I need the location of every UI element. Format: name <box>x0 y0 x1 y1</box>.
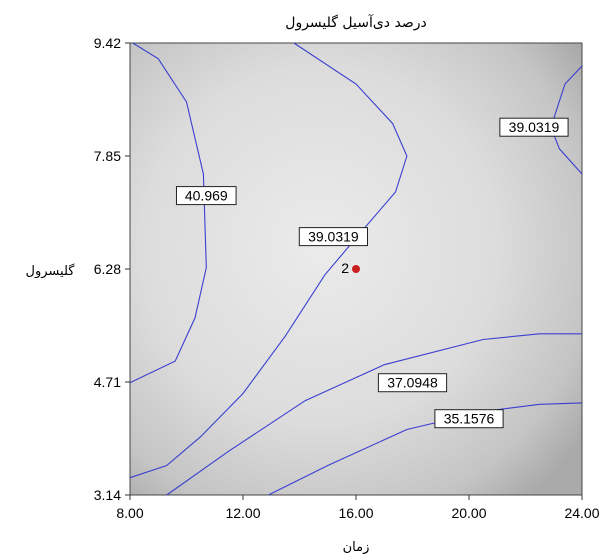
x-tick-label-2: 12.00 <box>225 505 260 521</box>
chart-title: درصد دی‌آسیل گلیسرول <box>285 14 426 31</box>
y-axis-label: گلیسرول <box>26 263 76 279</box>
y-tick-label-3: 6.28 <box>94 261 121 277</box>
contour-label-5: 35.1576 <box>444 411 495 427</box>
design-point-group: 2 <box>341 260 360 276</box>
contour-labels: 40.969 39.0319 39.0319 37.0948 35.1576 <box>175 117 569 429</box>
contour-label-box-3 <box>499 117 569 137</box>
contour-label-3: 39.0319 <box>509 119 560 135</box>
contour-label-box-4 <box>377 373 448 393</box>
contour-line-4 <box>166 333 582 496</box>
y-axis-ticks: 3.14 4.71 6.28 7.85 9.42 <box>94 35 130 503</box>
contour-label-2: 39.0319 <box>308 229 359 245</box>
contour-label-box-2 <box>298 227 368 247</box>
y-tick-label-2: 4.71 <box>94 374 121 390</box>
x-axis-label: زمان <box>343 540 370 555</box>
design-point-label: 2 <box>341 260 349 276</box>
contour-line-1 <box>129 42 207 384</box>
design-point <box>352 265 360 273</box>
y-tick-label-5: 9.42 <box>94 35 121 51</box>
contour-label-4: 37.0948 <box>387 375 438 391</box>
contour-label-1: 40.969 <box>185 188 228 204</box>
x-tick-label-4: 20.00 <box>451 505 486 521</box>
y-tick-label-1: 3.14 <box>94 487 121 503</box>
x-tick-label-5: 24.00 <box>564 505 599 521</box>
contour-label-box-1 <box>175 186 237 206</box>
contour-label-box-5 <box>434 409 504 429</box>
x-tick-label-3: 16.00 <box>338 505 373 521</box>
contour-line-2 <box>129 42 408 479</box>
x-tick-label-1: 8.00 <box>116 505 143 521</box>
y-tick-label-4: 7.85 <box>94 148 121 164</box>
x-axis-ticks: 8.00 12.00 16.00 20.00 24.00 <box>116 495 600 521</box>
